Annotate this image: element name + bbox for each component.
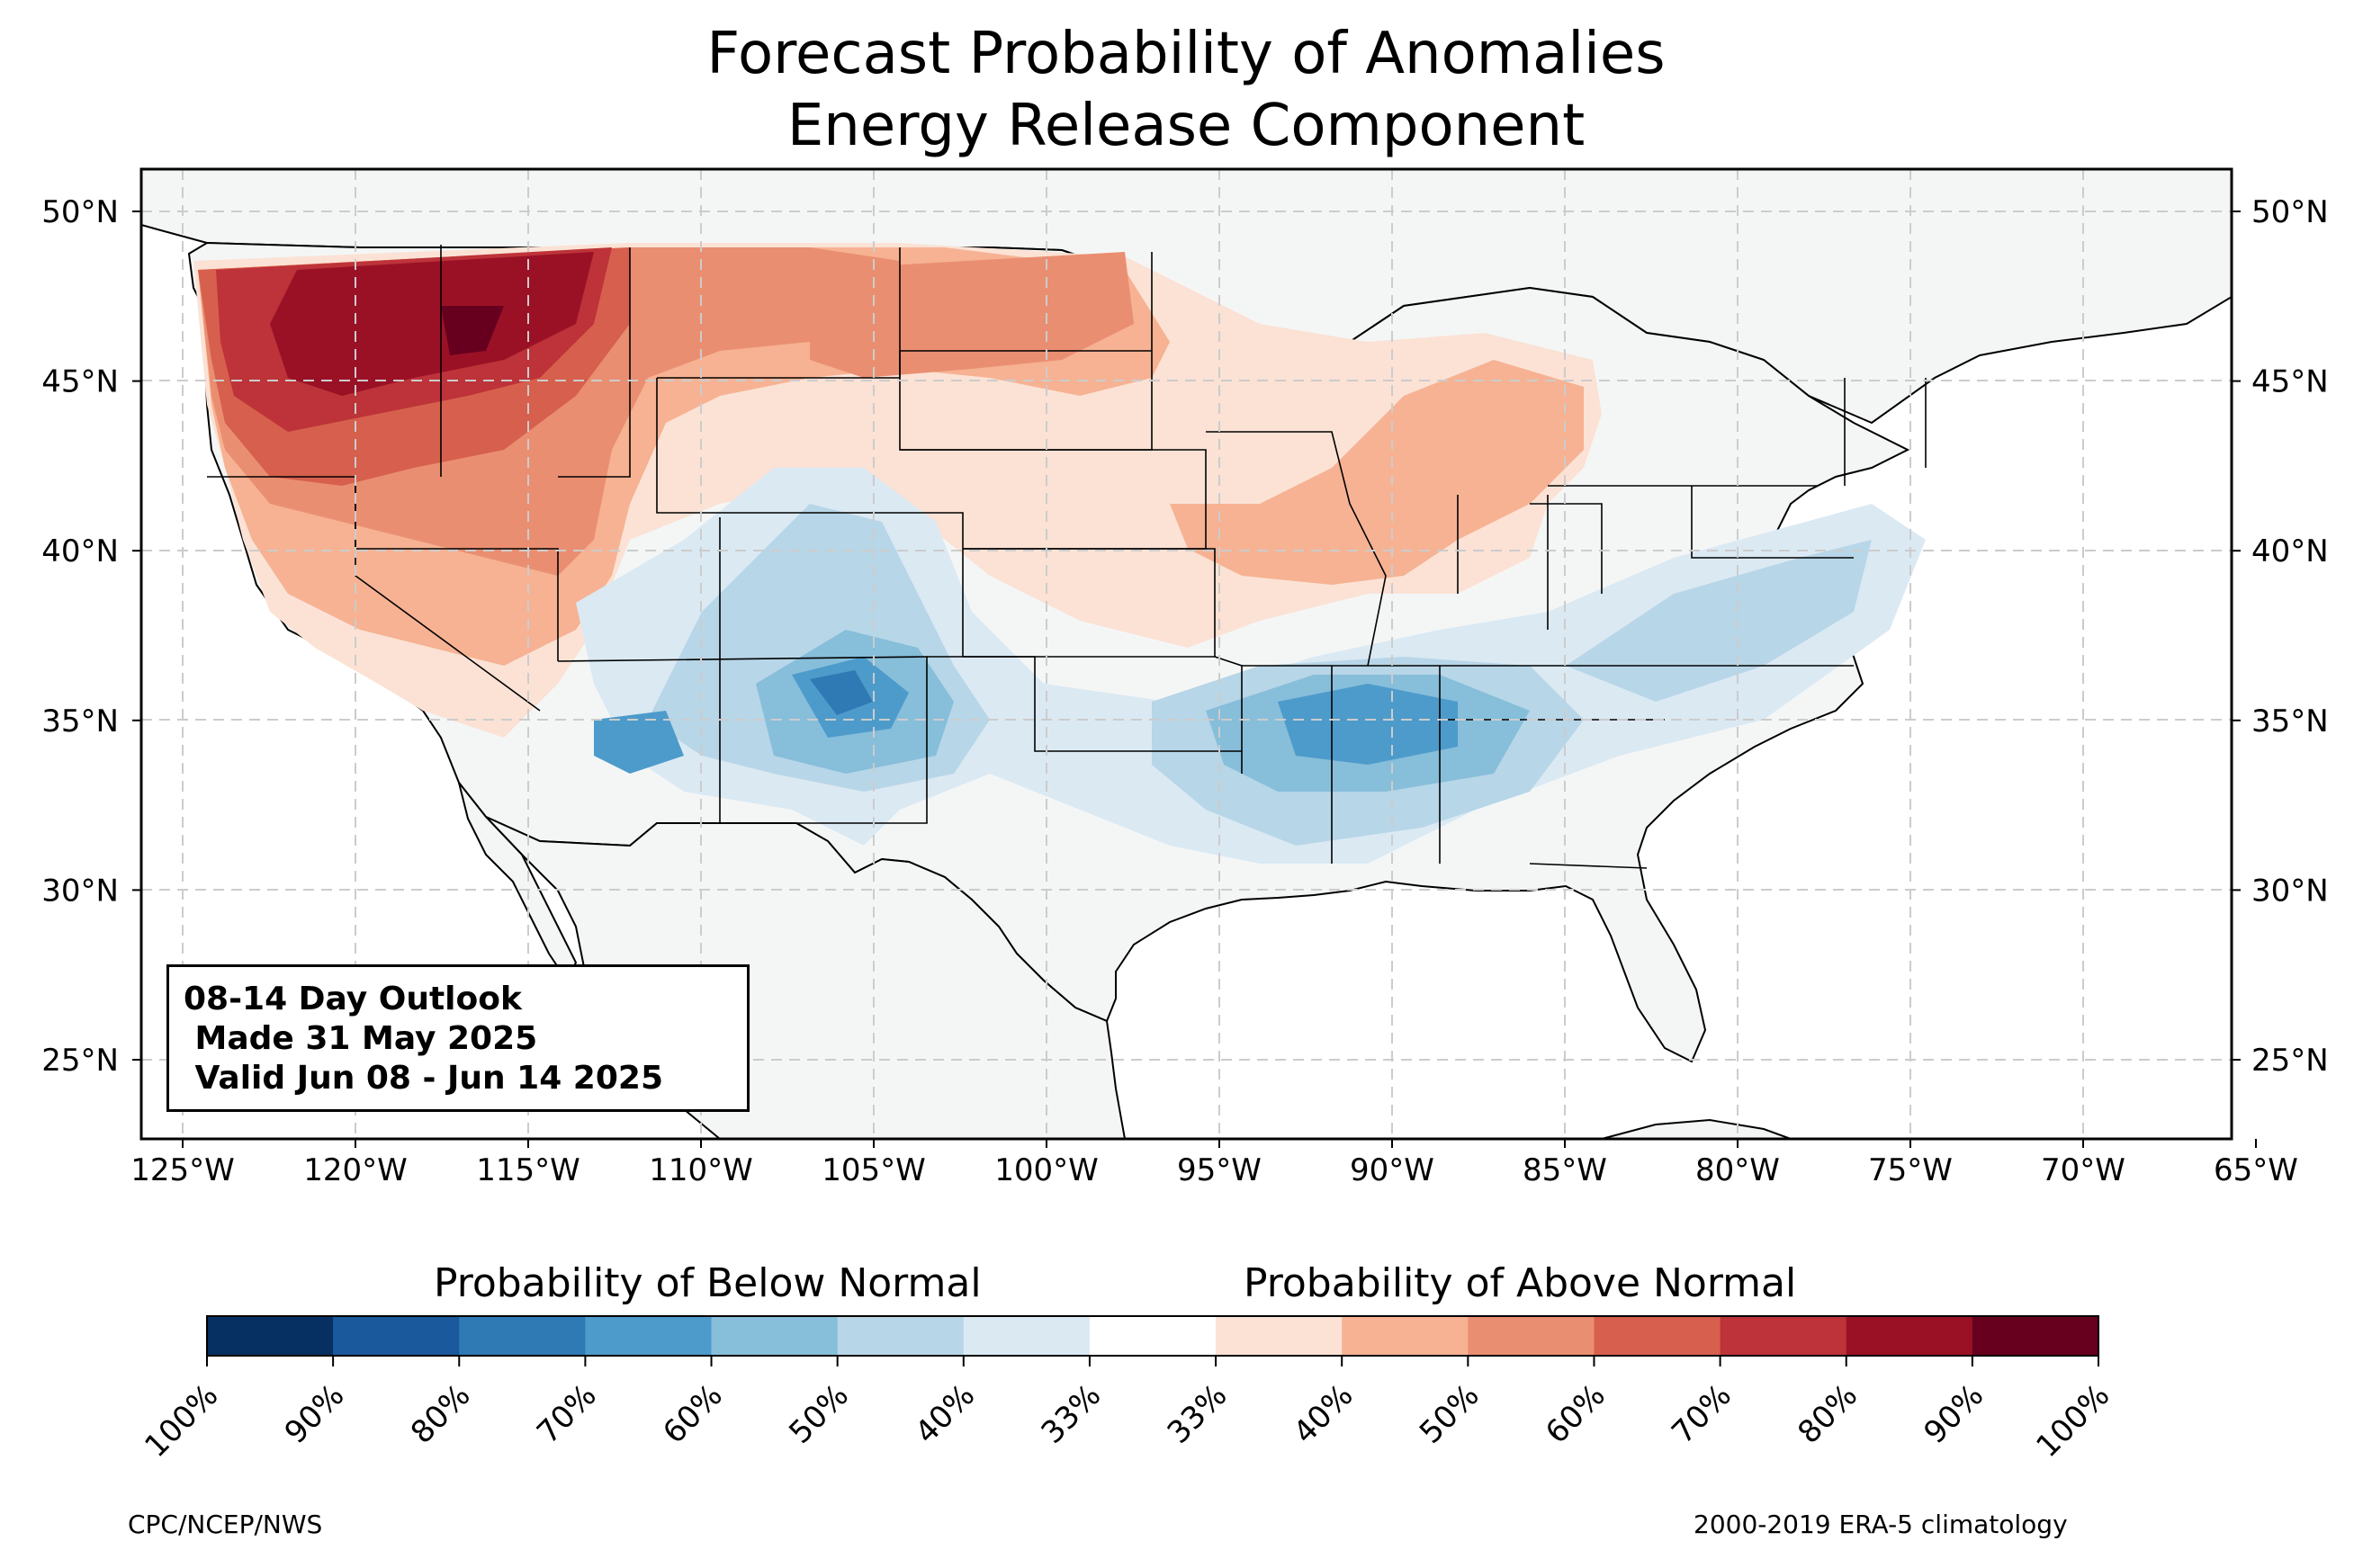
colorbar-swatch: [1468, 1316, 1595, 1356]
lon-tick-label: 115°W: [476, 1152, 580, 1188]
colorbar-tick-label: 50%: [1413, 1377, 1487, 1451]
axis-ticks: [132, 211, 2257, 1148]
colorbar-swatch: [963, 1316, 1091, 1356]
map-frame: [139, 167, 2233, 1141]
colorbar-swatch: [333, 1316, 460, 1356]
below-normal-label: Probability of Below Normal: [434, 1260, 982, 1306]
colorbar-swatch: [1216, 1316, 1343, 1356]
above-normal-label: Probability of Above Normal: [1244, 1260, 1797, 1306]
lon-tick-label: 100°W: [994, 1152, 1099, 1188]
lat-tick-label-right: 45°N: [2251, 364, 2329, 400]
colorbar-tick-label: 100%: [2029, 1377, 2116, 1465]
climatology-note: 2000-2019 ERA-5 climatology: [1694, 1510, 2068, 1539]
colorbar-tick-label: 33%: [1035, 1377, 1109, 1451]
colorbar-swatch: [1342, 1316, 1469, 1356]
colorbar-tick-label: 70%: [530, 1377, 604, 1451]
outlook-valid-dates: Valid Jun 08 - Jun 14 2025: [184, 1060, 664, 1097]
colorbar-swatch: [837, 1316, 965, 1356]
lat-tick-label-right: 25°N: [2251, 1043, 2329, 1079]
colorbar-swatch: [207, 1316, 334, 1356]
lon-tick-label: 95°W: [1177, 1152, 1262, 1188]
lon-tick-label: 70°W: [2041, 1152, 2125, 1188]
lat-tick-label-left: 50°N: [41, 194, 119, 230]
lon-tick-label: 75°W: [1868, 1152, 1953, 1188]
lat-tick-label-right: 35°N: [2251, 703, 2329, 739]
colorbar-tick-label: 60%: [656, 1377, 730, 1451]
above-90-100-region: [441, 306, 504, 355]
colorbar-tick-label: 90%: [278, 1377, 352, 1451]
colorbar-tick-label: 60%: [1539, 1377, 1613, 1451]
colorbar-outline: [206, 1315, 2099, 1357]
lat-tick-label-left: 25°N: [41, 1043, 119, 1079]
colorbar-tick-label: 33%: [1161, 1377, 1235, 1451]
colorbar-tick-label: 90%: [1918, 1377, 1991, 1451]
lat-tick-label-right: 40°N: [2251, 533, 2329, 569]
lon-tick-label: 105°W: [822, 1152, 926, 1188]
outlook-period: 08-14 Day Outlook: [184, 981, 522, 1017]
colorbar-tick-label: 70%: [1665, 1377, 1739, 1451]
above-midwest-region: [1170, 360, 1584, 585]
anomaly-shading: [193, 243, 1926, 864]
colorbar: 100% 90% 80% 70% 60% 50% 40% 33% 33% 40% 50% 60% 70%…: [138, 1315, 2116, 1465]
colorbar-tick-label: 40%: [1287, 1377, 1361, 1451]
lat-tick-label-left: 30°N: [41, 873, 119, 909]
lat-tick-label-right: 30°N: [2251, 873, 2329, 909]
colorbar-swatch: [459, 1316, 586, 1356]
below-arkansas-core: [1278, 684, 1458, 765]
outlook-made-date: Made 31 May 2025: [184, 1020, 538, 1057]
colorbar-swatch: [1720, 1316, 1847, 1356]
colorbar-swatch: [1846, 1316, 1973, 1356]
below-arizona-core: [594, 711, 684, 774]
colorbar-swatch: [1594, 1316, 1721, 1356]
lat-tick-label-left: 45°N: [41, 364, 119, 400]
colorbar-swatch: [1089, 1316, 1217, 1356]
colorbar-tick-label: 40%: [908, 1377, 982, 1451]
lon-tick-label: 110°W: [649, 1152, 753, 1188]
colorbar-swatch: [585, 1316, 713, 1356]
agency-credit: CPC/NCEP/NWS: [128, 1510, 323, 1539]
lon-tick-label: 125°W: [130, 1152, 235, 1188]
lon-tick-label: 90°W: [1350, 1152, 1434, 1188]
graticule: [141, 169, 2232, 1139]
lat-tick-label-left: 35°N: [41, 703, 119, 739]
map-title-line2: Energy Release Component: [786, 93, 1586, 159]
colorbar-swatch: [711, 1316, 839, 1356]
lon-tick-label: 85°W: [1523, 1152, 1607, 1188]
map-title-line1: Forecast Probability of Anomalies: [706, 21, 1666, 87]
lon-tick-label: 80°W: [1695, 1152, 1780, 1188]
below-midatlantic-region: [1566, 540, 1872, 702]
outlook-info-box: 08-14 Day Outlook Made 31 May 2025 Valid…: [166, 964, 750, 1112]
lon-tick-label: 120°W: [303, 1152, 408, 1188]
lat-tick-label-right: 50°N: [2251, 194, 2329, 230]
below-70-80-region: [810, 670, 873, 715]
colorbar-tick-label: 80%: [404, 1377, 478, 1451]
lon-tick-label: 65°W: [2214, 1152, 2298, 1188]
colorbar-tick-label: 80%: [1791, 1377, 1864, 1451]
colorbar-tick-label: 50%: [782, 1377, 856, 1451]
above-80-90-region: [270, 252, 594, 396]
lat-tick-label-left: 40°N: [41, 533, 119, 569]
colorbar-swatch: [1972, 1316, 2099, 1356]
colorbar-tick-label: 100%: [138, 1377, 225, 1465]
above-dakota-region: [810, 252, 1134, 378]
